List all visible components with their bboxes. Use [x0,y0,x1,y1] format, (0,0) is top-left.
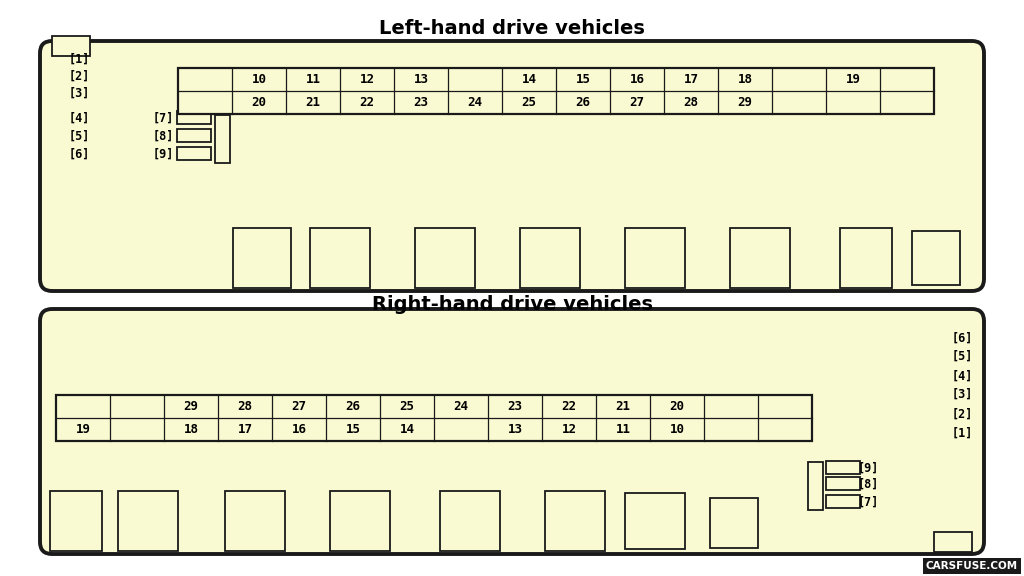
Bar [826,477,860,490]
Bar [118,491,178,551]
Text: 27: 27 [292,400,306,413]
Text: [8]: [8] [857,478,879,491]
Text: 18: 18 [737,73,753,86]
Text: 27: 27 [630,96,644,109]
Text: 16: 16 [292,423,306,436]
Text: 11: 11 [305,73,321,86]
Text: 17: 17 [238,423,253,436]
Bar [730,228,790,288]
Bar [56,395,812,441]
Text: [2]: [2] [69,70,90,82]
Text: 23: 23 [414,96,428,109]
Text: 26: 26 [575,96,591,109]
Text: 26: 26 [345,400,360,413]
Text: 29: 29 [737,96,753,109]
Bar [178,68,934,114]
Text: 12: 12 [359,73,375,86]
Text: 29: 29 [183,400,199,413]
Bar [545,491,605,551]
Text: [9]: [9] [857,461,879,475]
Bar [233,228,291,288]
Bar [415,228,475,288]
Bar [215,115,230,163]
Bar [826,461,860,474]
Bar [826,495,860,508]
Text: 20: 20 [252,96,266,109]
Text: 10: 10 [252,73,266,86]
Text: [3]: [3] [951,388,973,400]
Text: [6]: [6] [951,332,973,344]
Text: [4]: [4] [951,369,973,382]
Text: 16: 16 [630,73,644,86]
Text: [2]: [2] [951,407,973,420]
Bar [625,228,685,288]
Bar [50,491,102,551]
Text: 25: 25 [399,400,415,413]
Text: 19: 19 [846,73,860,86]
Text: [7]: [7] [153,112,174,124]
Text: 28: 28 [238,400,253,413]
Bar [177,111,211,124]
Text: 11: 11 [615,423,631,436]
Text: [5]: [5] [69,130,90,142]
Text: [6]: [6] [69,147,90,161]
Bar [52,36,90,56]
Bar [710,498,758,548]
Text: 14: 14 [521,73,537,86]
Bar [225,491,285,551]
Bar [625,493,685,549]
Bar [912,231,961,285]
Bar [808,462,823,510]
Text: [5]: [5] [951,350,973,362]
Bar [177,147,211,160]
Bar [330,491,390,551]
Text: 23: 23 [508,400,522,413]
Bar [310,228,370,288]
Text: 17: 17 [683,73,698,86]
Text: 15: 15 [345,423,360,436]
Text: 21: 21 [305,96,321,109]
Text: 20: 20 [670,400,684,413]
Text: Left-hand drive vehicles: Left-hand drive vehicles [379,18,645,37]
Text: 13: 13 [414,73,428,86]
Text: 14: 14 [399,423,415,436]
Text: 12: 12 [561,423,577,436]
FancyBboxPatch shape [40,309,984,554]
Text: 13: 13 [508,423,522,436]
Text: 21: 21 [615,400,631,413]
Text: [3]: [3] [69,86,90,100]
Text: 19: 19 [76,423,90,436]
Text: 22: 22 [359,96,375,109]
Text: 10: 10 [670,423,684,436]
Text: [1]: [1] [69,52,90,66]
Text: [8]: [8] [153,130,174,142]
Bar [520,228,580,288]
Text: 18: 18 [183,423,199,436]
Bar [934,532,972,552]
Bar [440,491,500,551]
Text: CARSFUSE.COM: CARSFUSE.COM [926,561,1018,571]
Text: 25: 25 [521,96,537,109]
Text: 28: 28 [683,96,698,109]
Text: 15: 15 [575,73,591,86]
Text: [4]: [4] [69,112,90,124]
Bar [177,129,211,142]
Text: Right-hand drive vehicles: Right-hand drive vehicles [372,295,652,314]
Text: [9]: [9] [153,147,174,161]
Text: [1]: [1] [951,426,973,439]
Text: 22: 22 [561,400,577,413]
Bar [840,228,892,288]
FancyBboxPatch shape [40,41,984,291]
Text: 24: 24 [454,400,469,413]
Text: 24: 24 [468,96,482,109]
Text: [7]: [7] [857,495,879,509]
